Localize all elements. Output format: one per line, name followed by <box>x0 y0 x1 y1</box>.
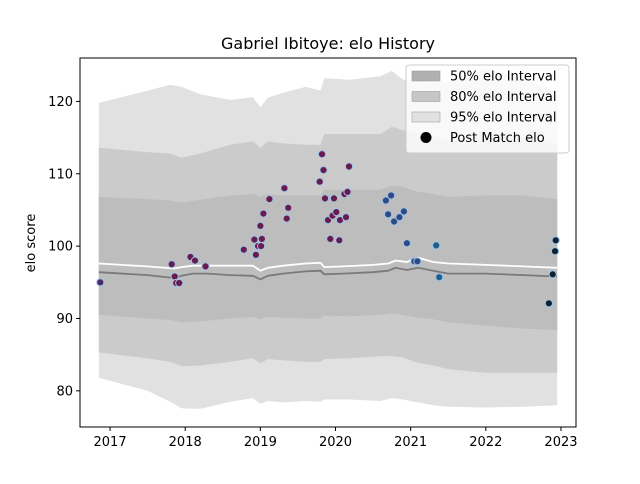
post-match-elo-point <box>399 207 408 216</box>
post-match-elo-point <box>544 299 554 308</box>
post-match-elo-point <box>332 208 341 217</box>
post-match-elo-point <box>551 236 560 245</box>
median-elo-line <box>98 256 558 272</box>
legend-marker-post-match <box>420 132 432 143</box>
post-match-elo-point <box>315 177 324 186</box>
post-match-elo-point <box>201 262 210 271</box>
post-match-elo-point <box>548 270 557 279</box>
post-match-elo-point <box>550 247 560 256</box>
post-match-elo-point <box>341 213 351 222</box>
post-match-elo-point <box>390 217 399 226</box>
axes-frame <box>79 57 577 428</box>
y-tick-label: 90 <box>56 312 73 327</box>
post-match-elo-point <box>250 235 259 244</box>
x-tick-label: 2019 <box>244 435 277 450</box>
legend: 50% elo Interval 80% elo Interval 95% elo … <box>405 64 570 154</box>
y-tick-label: 80 <box>56 384 73 399</box>
y-axis: 80 90 100 110 120 <box>48 95 80 399</box>
y-axis-label: elo score <box>24 214 39 273</box>
post-match-elo-point <box>413 257 422 266</box>
post-match-elo-point <box>402 239 411 248</box>
post-match-elo-point <box>265 195 274 204</box>
post-match-elo-point <box>175 278 184 288</box>
post-match-elo-point <box>282 214 291 223</box>
post-match-elo-point <box>326 234 335 243</box>
y-tick-label: 100 <box>48 240 73 255</box>
y-tick-label: 120 <box>48 95 73 110</box>
legend-swatch-95 <box>411 111 441 123</box>
legend-label: 80% elo Interval <box>450 90 557 105</box>
post-match-elo-point <box>343 187 352 196</box>
legend-swatch-80 <box>411 91 441 102</box>
post-match-elo-point <box>167 260 176 269</box>
post-match-elo-point <box>432 241 441 250</box>
post-match-elo-point <box>317 150 327 159</box>
y-tick-label: 110 <box>48 167 73 182</box>
x-axis: 2017 2018 2019 2020 2021 2022 2023 <box>94 427 578 450</box>
post-match-elo-point <box>284 203 293 212</box>
post-match-elo-point <box>280 184 289 193</box>
post-match-elo-point <box>384 210 393 219</box>
post-match-elo-point <box>435 273 444 282</box>
post-match-elo-point <box>381 196 390 205</box>
post-match-elo-point <box>387 191 396 200</box>
post-match-elo-point <box>256 221 265 230</box>
post-match-elo-point <box>329 194 339 203</box>
post-match-elo-point <box>170 272 179 281</box>
post-match-elo-point <box>96 278 105 287</box>
band-50-interval <box>98 185 558 330</box>
post-match-elo-point <box>319 166 328 175</box>
legend-box <box>405 64 570 154</box>
chart-title: Gabriel Ibitoye: elo History <box>221 34 435 53</box>
post-match-elo-point <box>251 250 260 259</box>
legend-swatch-50 <box>411 70 441 82</box>
post-match-elo-point <box>239 245 248 254</box>
post-match-elo-point <box>344 162 354 171</box>
post-match-elo-point <box>335 236 344 245</box>
post-match-elo-point <box>257 234 266 243</box>
legend-label: 50% elo Interval <box>450 70 557 85</box>
x-tick-label: 2017 <box>94 435 127 450</box>
post-match-elo-point <box>190 256 200 265</box>
legend-label: Post Match elo <box>450 131 545 146</box>
x-tick-label: 2023 <box>544 435 577 450</box>
mean-elo-line <box>98 266 558 281</box>
post-match-elo-point <box>257 242 266 251</box>
post-match-elo-point <box>259 209 268 218</box>
legend-label: 95% elo Interval <box>450 111 557 126</box>
x-tick-label: 2018 <box>169 435 202 450</box>
x-tick-label: 2022 <box>469 435 502 450</box>
x-tick-label: 2021 <box>394 435 427 450</box>
post-match-elo-point <box>395 213 404 222</box>
post-match-elo-point <box>320 194 330 203</box>
x-tick-label: 2020 <box>319 435 352 450</box>
